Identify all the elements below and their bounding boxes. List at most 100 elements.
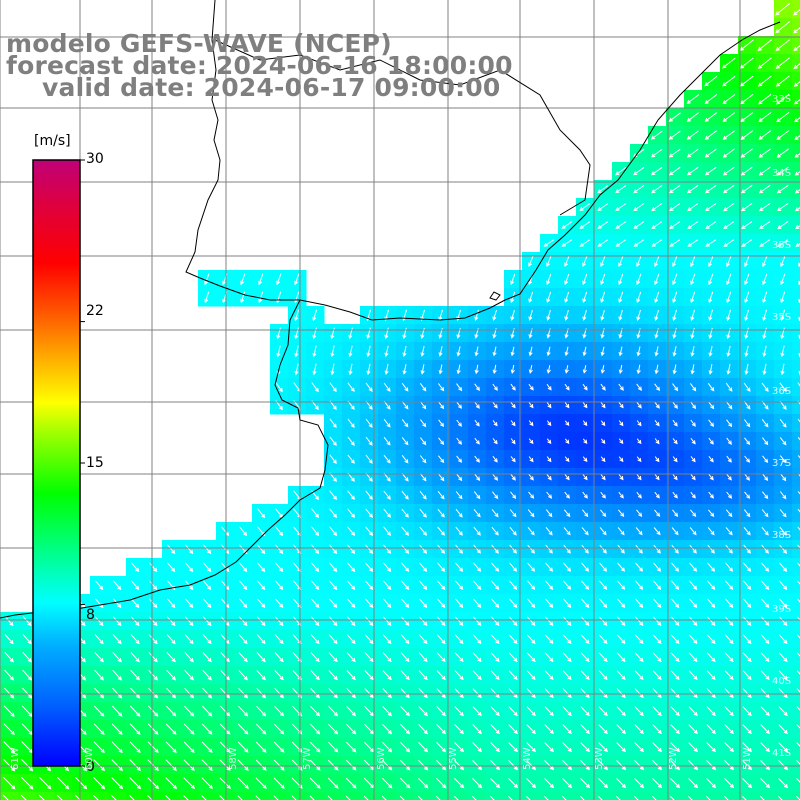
- wind-cell: [36, 792, 55, 800]
- wind-arrow: [796, 634, 800, 639]
- wind-arrow: [580, 724, 590, 735]
- wind-arrow: [616, 706, 626, 717]
- wind-arrow: [796, 652, 800, 657]
- wind-arrow: [724, 670, 734, 681]
- wind-arrow: [652, 652, 662, 663]
- wind-arrow: [329, 382, 337, 393]
- wind-arrow: [598, 616, 608, 626]
- wind-arrow: [239, 562, 248, 573]
- wind-arrow: [760, 796, 765, 800]
- wind-arrow: [599, 580, 608, 590]
- wind-arrow: [744, 437, 751, 446]
- wind-arrow: [725, 401, 733, 410]
- wind-arrow: [418, 616, 428, 626]
- wind-arrow: [726, 437, 732, 445]
- wind-arrow: [436, 724, 447, 735]
- wind-arrow: [598, 760, 609, 771]
- wind-arrow: [311, 508, 320, 519]
- wind-arrow: [510, 383, 516, 391]
- wind-arrow: [273, 777, 285, 789]
- wind-arrow: [690, 346, 695, 357]
- wind-arrow: [686, 148, 699, 158]
- wind-arrow: [668, 148, 681, 158]
- wind-cell: [504, 792, 523, 800]
- wind-arrow: [347, 490, 355, 501]
- wind-arrow: [600, 255, 606, 268]
- wind-arrow: [797, 418, 800, 423]
- wind-arrow: [22, 687, 33, 699]
- wind-arrow: [597, 239, 608, 247]
- wind-arrow: [454, 670, 464, 681]
- wind-arrow: [562, 742, 573, 753]
- wind-arrow: [634, 616, 644, 626]
- wind-arrow: [490, 778, 501, 789]
- wind-arrow: [760, 616, 770, 626]
- wind-arrow: [725, 509, 733, 518]
- wind-cell: [468, 792, 487, 800]
- wind-arrow: [275, 580, 284, 591]
- wind-arrow: [776, 202, 789, 212]
- wind-arrow: [546, 291, 552, 303]
- wind-arrow: [364, 670, 374, 681]
- wind-arrow: [686, 184, 699, 194]
- wind-arrow: [617, 544, 625, 554]
- wind-arrow: [400, 634, 410, 645]
- wind-arrow: [490, 688, 500, 699]
- wind-arrow: [778, 796, 783, 800]
- wind-cell: [792, 756, 800, 775]
- wind-arrow: [652, 724, 662, 735]
- wind-arrow: [474, 383, 480, 392]
- wind-arrow: [580, 796, 585, 800]
- wind-arrow: [582, 365, 587, 374]
- wind-arrow: [634, 706, 644, 717]
- wind-arrow: [4, 687, 15, 699]
- wind-arrow: [310, 670, 320, 681]
- wind-arrow: [167, 562, 176, 573]
- wind-arrow: [779, 455, 787, 464]
- wind-arrow: [579, 203, 591, 211]
- wind-arrow: [581, 527, 589, 536]
- wind-cell: [630, 792, 649, 800]
- wind-arrow: [474, 401, 480, 409]
- wind-cell: [792, 522, 800, 541]
- wind-arrow: [3, 723, 15, 736]
- wind-arrow: [775, 39, 791, 52]
- wind-arrow: [796, 796, 800, 800]
- wind-arrow: [776, 166, 789, 176]
- wind-arrow: [633, 166, 645, 176]
- wind-arrow: [744, 455, 751, 463]
- wind-arrow: [762, 491, 769, 500]
- wind-arrow: [562, 706, 572, 717]
- wind-arrow: [258, 273, 264, 286]
- wind-arrow: [689, 544, 697, 554]
- wind-arrow: [704, 112, 718, 122]
- wind-arrow: [723, 239, 735, 247]
- wind-arrow: [419, 383, 427, 392]
- wind-cell: [792, 774, 800, 793]
- wind-arrow: [399, 777, 411, 789]
- colorbar-ticks: [80, 159, 85, 767]
- wind-arrow: [634, 742, 645, 753]
- wind-arrow: [309, 759, 321, 771]
- wind-arrow: [401, 562, 410, 573]
- wind-arrow: [294, 345, 299, 358]
- lon-label-60w: 60W: [84, 747, 95, 770]
- wind-arrow: [20, 776, 34, 790]
- wind-arrow: [328, 741, 339, 753]
- wind-arrow: [526, 670, 536, 681]
- wind-arrow: [562, 688, 572, 699]
- wind-arrow: [705, 221, 717, 230]
- wind-arrow: [364, 706, 375, 717]
- wind-arrow: [544, 724, 554, 735]
- wind-arrow: [510, 402, 516, 409]
- wind-arrow: [759, 221, 771, 229]
- wind-cell: [702, 792, 721, 800]
- wind-arrow: [111, 705, 123, 717]
- wind-arrow: [2, 794, 9, 800]
- wind-arrow: [274, 670, 284, 681]
- wind-arrow: [742, 760, 753, 771]
- wind-arrow: [618, 420, 624, 427]
- wind-arrow: [654, 491, 660, 499]
- wind-arrow: [707, 383, 715, 392]
- wind-arrow: [510, 473, 516, 481]
